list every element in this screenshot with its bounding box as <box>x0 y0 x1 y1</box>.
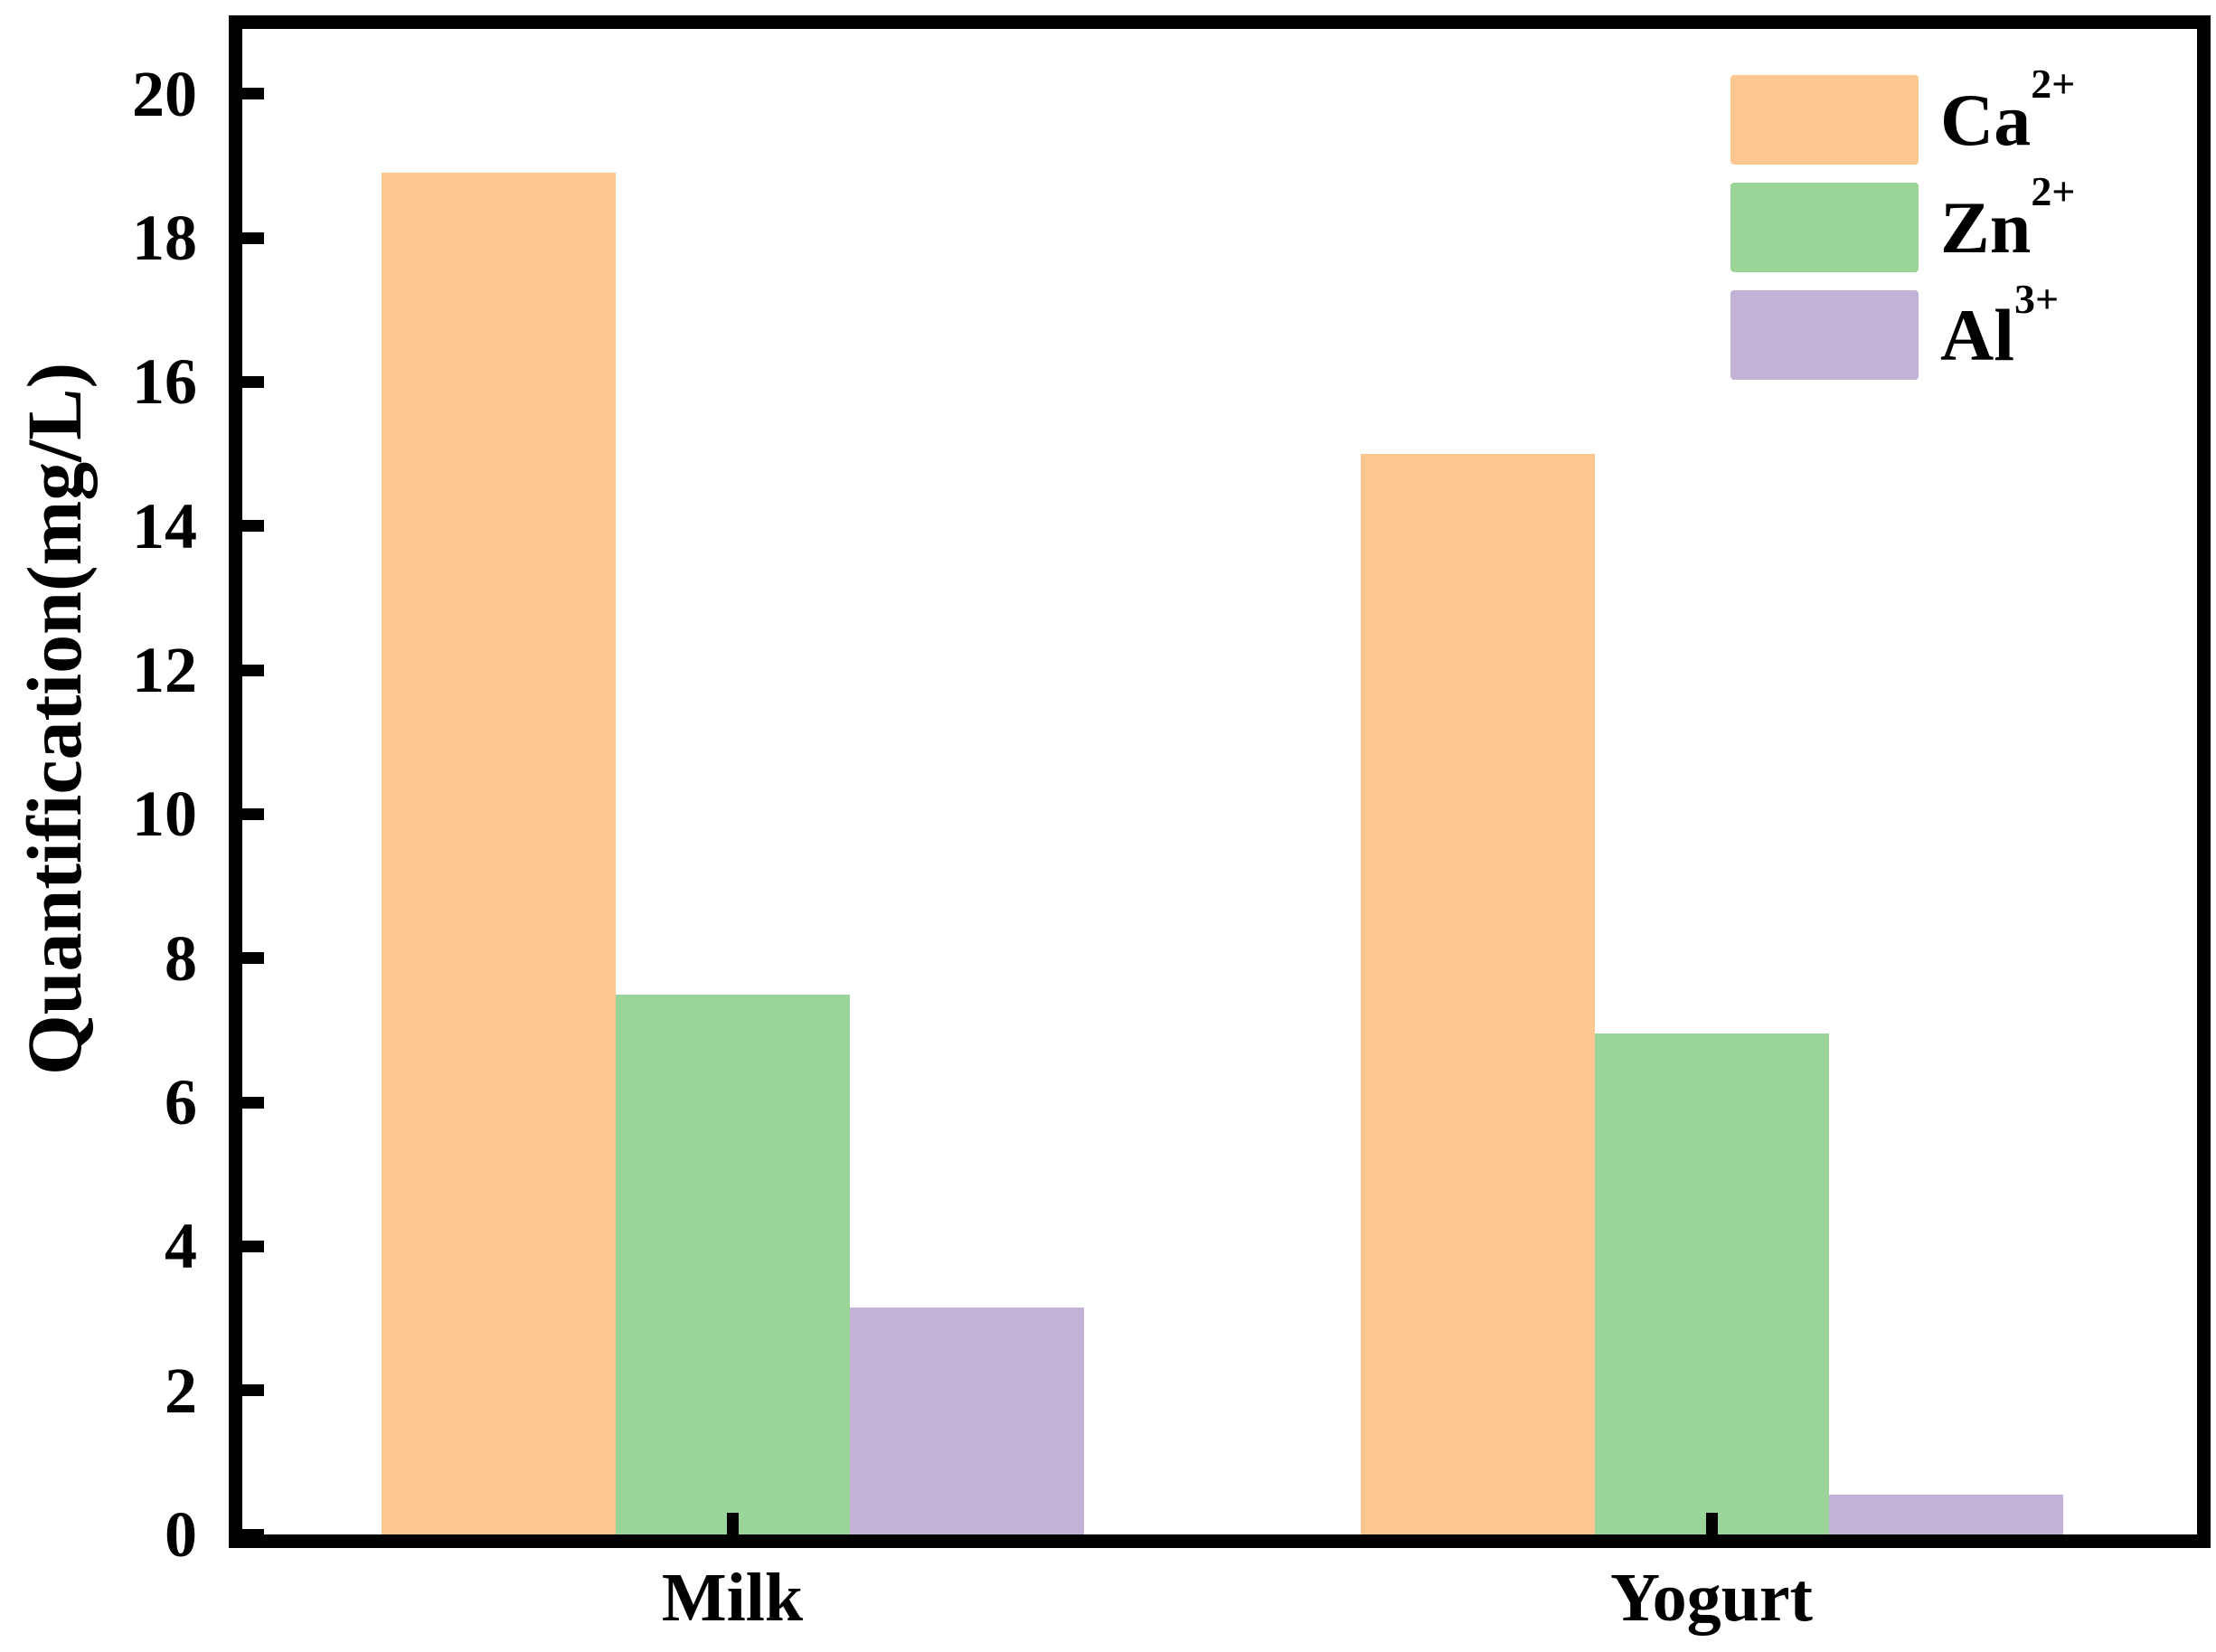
y-tick-mark <box>242 807 264 820</box>
y-tick-label: 8 <box>165 921 197 995</box>
legend-ion-charge: 2+ <box>2031 60 2076 107</box>
legend-ion-name: Al <box>1940 294 2014 376</box>
y-tick-mark <box>242 88 264 100</box>
legend-row-ca: Ca2+ <box>1730 62 2075 165</box>
y-tick-mark <box>242 520 264 533</box>
legend-row-al: Al3+ <box>1730 278 2075 380</box>
y-tick-label: 2 <box>165 1354 197 1427</box>
legend-swatch-ca <box>1730 75 1919 165</box>
plot-inner-area <box>242 29 2197 1534</box>
bar-yogurt-al <box>1828 1495 2063 1534</box>
legend-swatch-al <box>1730 290 1919 380</box>
legend-ion-name: Ca <box>1940 79 2032 161</box>
y-tick-label: 20 <box>132 57 197 130</box>
y-tick-mark <box>242 375 264 388</box>
y-tick-label: 4 <box>165 1210 197 1283</box>
bar-yogurt-ca <box>1360 454 1595 1534</box>
legend-swatch-zn <box>1730 183 1919 272</box>
legend-label-zn: Zn2+ <box>1940 170 2075 272</box>
y-tick-label: 16 <box>132 345 197 419</box>
y-tick-mark <box>242 1384 264 1397</box>
x-tick-mark <box>1705 1513 1718 1534</box>
bar-milk-ca <box>381 173 616 1534</box>
x-category-label: Milk <box>661 1560 804 1636</box>
x-tick-mark <box>726 1513 739 1534</box>
y-tick-mark <box>242 1240 264 1252</box>
y-tick-mark <box>242 664 264 676</box>
y-tick-label: 12 <box>132 634 197 707</box>
legend-row-zn: Zn2+ <box>1730 170 2075 272</box>
bar-yogurt-zn <box>1594 1034 1829 1534</box>
chart-legend: Ca2+ Zn2+ Al3+ <box>1730 62 2075 398</box>
legend-ion-charge: 3+ <box>2014 275 2060 322</box>
y-tick-label: 18 <box>132 202 197 275</box>
legend-label-al: Al3+ <box>1940 278 2059 380</box>
y-tick-mark <box>242 1096 264 1109</box>
legend-ion-name: Zn <box>1940 186 2032 269</box>
y-tick-label: 10 <box>132 778 197 851</box>
y-tick-label: 6 <box>165 1066 197 1138</box>
bar-milk-al <box>849 1307 1084 1534</box>
y-tick-mark <box>242 952 264 965</box>
x-category-label: Yogurt <box>1610 1560 1813 1636</box>
y-tick-mark <box>242 1528 264 1534</box>
legend-ion-charge: 2+ <box>2031 167 2076 214</box>
legend-label-ca: Ca2+ <box>1940 62 2075 165</box>
y-tick-mark <box>242 231 264 244</box>
y-tick-label: 14 <box>132 489 197 562</box>
bar-milk-zn <box>615 994 850 1534</box>
y-tick-label: 0 <box>165 1498 197 1571</box>
